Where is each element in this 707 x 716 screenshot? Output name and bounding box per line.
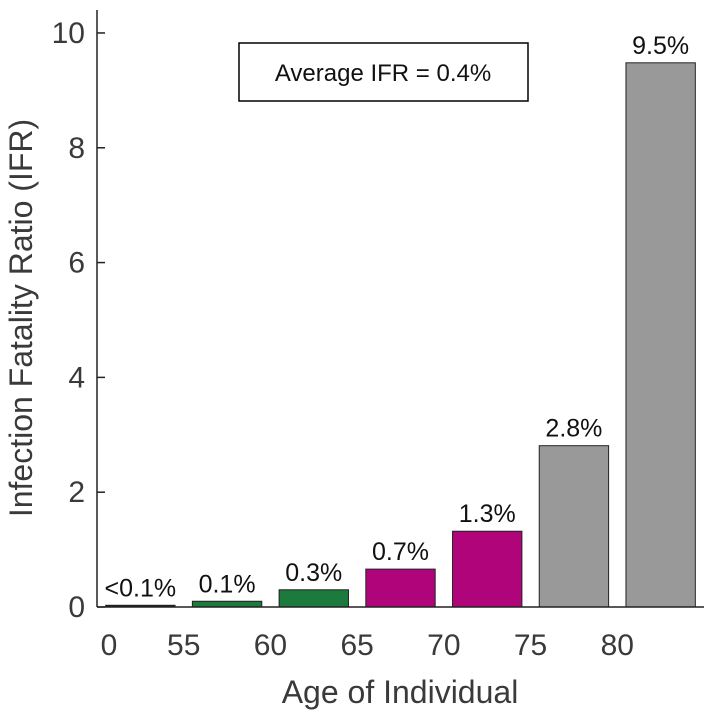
average-ifr-annotation: Average IFR = 0.4% bbox=[275, 60, 491, 87]
bar-60-65 bbox=[278, 589, 349, 608]
x-tick-label-75: 75 bbox=[514, 629, 547, 662]
x-tick-label-55: 55 bbox=[167, 629, 200, 662]
x-tick-label-65: 65 bbox=[340, 629, 373, 662]
bar-70-75 bbox=[452, 530, 523, 608]
y-tick-label-8: 8 bbox=[68, 132, 85, 165]
data-label-0-55: <0.1% bbox=[105, 574, 177, 602]
x-axis-title: Age of Individual bbox=[282, 674, 519, 710]
y-tick-label-4: 4 bbox=[68, 361, 85, 394]
data-label-55-60: 0.1% bbox=[199, 570, 256, 598]
x-tick-label-80: 80 bbox=[601, 629, 634, 662]
bar-65-70 bbox=[365, 568, 436, 608]
data-label-80+: 9.5% bbox=[632, 32, 689, 60]
data-label-70-75: 1.3% bbox=[459, 500, 516, 528]
bar-55-60 bbox=[191, 600, 263, 608]
data-label-75-80: 2.8% bbox=[545, 415, 602, 443]
x-tick-label-60: 60 bbox=[254, 629, 287, 662]
x-tick-label-0: 0 bbox=[101, 629, 118, 662]
annotation-frame bbox=[238, 42, 529, 102]
y-axis-title: Infection Fatality Ratio (IFR) bbox=[3, 119, 39, 517]
data-label-65-70: 0.7% bbox=[372, 538, 429, 566]
y-tick-label-0: 0 bbox=[68, 591, 85, 624]
data-labels-layer: <0.1% 0.1% 0.3% 0.7% 1.3% 2.8% 9.5% bbox=[105, 32, 690, 602]
bar-75-80 bbox=[538, 445, 610, 608]
data-label-60-65: 0.3% bbox=[285, 559, 342, 587]
x-tick-label-70: 70 bbox=[427, 629, 460, 662]
annotation-box: Average IFR = 0.4% bbox=[238, 42, 529, 102]
y-tick-label-6: 6 bbox=[68, 247, 85, 280]
y-tick-label-2: 2 bbox=[68, 476, 85, 509]
axes-layer: 0 2 4 6 8 10 0 55 60 65 70 75 80 bbox=[52, 10, 704, 662]
y-tick-label-10: 10 bbox=[52, 17, 85, 50]
bar-80+ bbox=[625, 62, 696, 608]
bars-layer bbox=[105, 62, 696, 608]
